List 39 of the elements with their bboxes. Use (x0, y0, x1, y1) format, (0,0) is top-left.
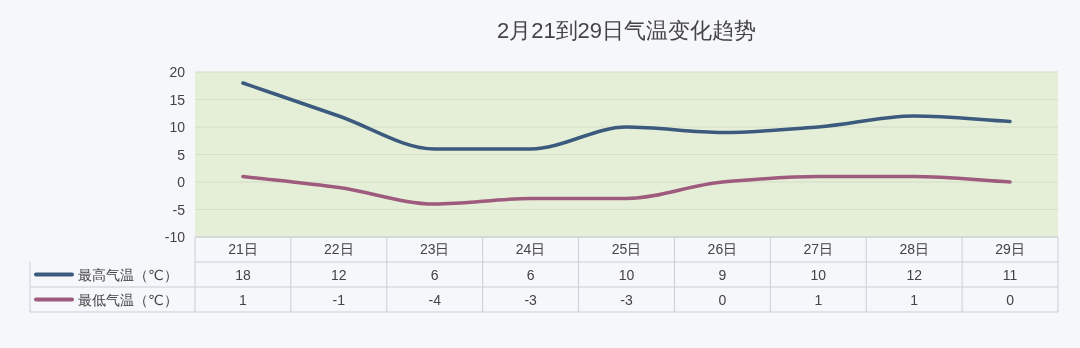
data-label: -3 (620, 292, 633, 308)
chart-title: 2月21到29日气温变化趋势 (496, 18, 757, 43)
data-label: -3 (524, 292, 538, 308)
data-label: 18 (235, 267, 251, 283)
data-label: 0 (1006, 292, 1015, 308)
x-tick-label: 23日 (419, 241, 450, 257)
legend-label: 最低气温（℃） (78, 292, 178, 308)
line-series (241, 81, 1012, 151)
data-label: 1 (910, 292, 919, 308)
y-tick-label: 20 (169, 64, 186, 80)
data-label: 1 (239, 292, 248, 308)
data-label: 11 (1002, 267, 1018, 283)
x-tick-label: 22日 (324, 241, 354, 257)
data-label: 0 (718, 292, 727, 308)
x-tick-label: 29日 (995, 241, 1025, 257)
data-label: -1 (332, 292, 346, 308)
y-tick-label: 0 (177, 174, 186, 190)
y-tick-label: -5 (172, 201, 186, 218)
data-label: 10 (810, 267, 827, 283)
data-label: 6 (430, 267, 439, 283)
line-series (241, 174, 1012, 206)
x-tick-label: 26日 (707, 241, 738, 257)
data-label: 1 (814, 292, 823, 308)
data-label: 9 (718, 267, 727, 283)
data-label: 10 (618, 267, 635, 283)
data-label: 12 (906, 267, 923, 283)
data-label: -4 (428, 292, 442, 308)
x-tick-label: 25日 (611, 241, 642, 257)
x-tick-label: 21日 (228, 241, 258, 257)
legend-label: 最高气温（℃） (78, 267, 178, 283)
y-tick-label: 5 (177, 146, 186, 163)
x-tick-label: 24日 (515, 241, 546, 257)
x-tick-label: 28日 (899, 241, 929, 257)
y-tick-label: 15 (169, 91, 186, 108)
y-tick-label: -10 (164, 229, 186, 245)
data-label: 6 (526, 267, 535, 283)
x-tick-label: 27日 (803, 241, 834, 257)
data-label: 12 (331, 267, 347, 283)
y-tick-label: 10 (169, 119, 186, 135)
